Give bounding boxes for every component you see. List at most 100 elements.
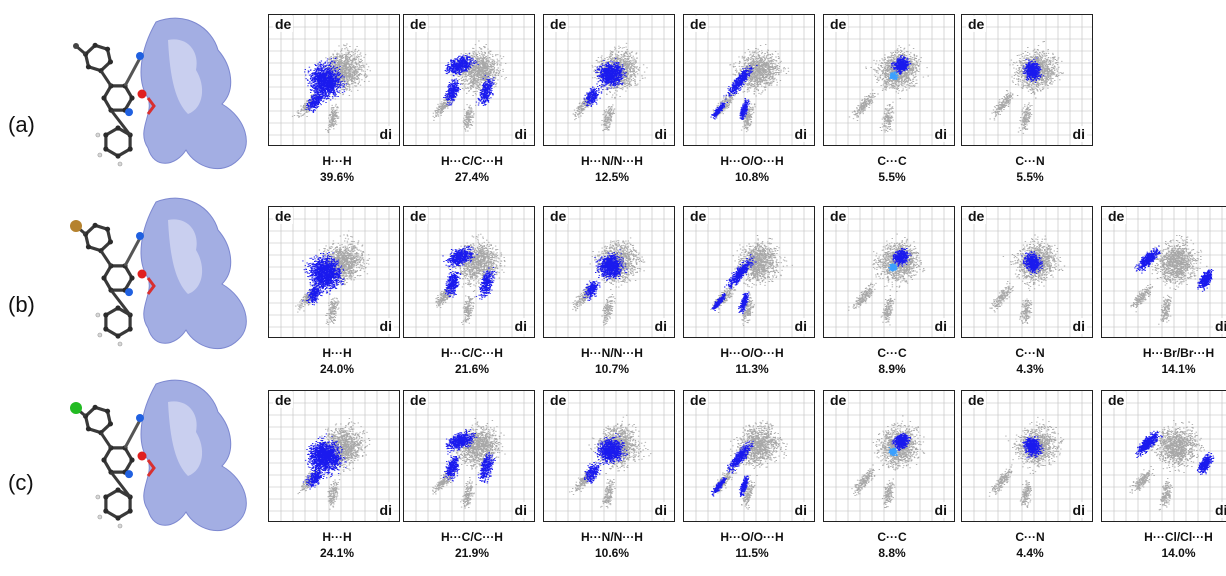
carbon-atom [127,146,133,152]
carbon-atom [129,275,135,281]
fingerprint-scatter [962,15,1092,145]
fingerprint-plot: de di C···N 4.3% [961,206,1099,392]
fingerprint-scatter [824,207,954,337]
bond [109,471,132,498]
fingerprint-plot: de di H···Br/Br···H 14.1% [1101,206,1226,392]
gray-background-points [881,478,896,508]
highlighted-contact-points [594,249,628,281]
di-axis-label: di [512,502,529,518]
fingerprint-scatter [544,391,674,521]
contact-percentage: 5.5% [878,170,906,184]
carbon-atom [104,408,111,414]
fingerprint-plot: de di C···N 4.4% [961,390,1099,576]
highlighted-contact-points [1196,451,1215,475]
de-axis-label: de [1106,392,1127,408]
aromatic-ring [102,84,134,112]
carbonyl-oxygen-atom [137,89,147,99]
di-axis-label: di [377,318,394,334]
bond [99,249,113,267]
molecule-panel [36,372,256,557]
fingerprint-plot: de diH···Cl/Cl···H 14.0% [1101,390,1226,576]
highlighted-contact-points [1134,245,1161,274]
contact-percentage: 8.8% [878,546,906,560]
contact-percentage: 10.6% [594,546,630,560]
de-axis-label: de [273,208,294,224]
contact-type-label: C···C [877,346,907,360]
contact-percentage: 27.4% [454,170,490,184]
fingerprint-scatter [544,207,674,337]
gray-background-points [1017,102,1033,134]
gray-background-points [601,294,616,326]
contact-type-label: H···O/O···H [720,154,784,168]
fingerprint-scatter [824,15,954,145]
di-axis-label: di [377,502,394,518]
gray-background-points [600,104,616,132]
fingerprint-frame: de di [823,390,955,522]
contact-percentage: 4.4% [1016,546,1044,560]
highlighted-contact-points [1197,269,1214,292]
de-axis-label: de [548,208,569,224]
di-axis-label: di [932,502,949,518]
fingerprint-plot: de di H···N/N···H 12.5% [543,14,681,200]
gray-background-points [879,101,895,133]
de-axis-label: de [688,208,709,224]
de-axis-label: de [966,208,987,224]
carbon-atom [85,64,92,70]
carbon-atom [101,95,107,101]
contact-percentage: 14.0% [1161,546,1196,560]
contact-percentage: 4.3% [1016,362,1044,376]
contact-percentage: 10.7% [594,362,630,376]
de-axis-label: de [273,16,294,32]
highlighted-contact-points [888,263,898,272]
gray-background-points [460,479,477,509]
fingerprint-plot: de di H···H 24.1% [268,390,406,576]
de-axis-label: de [273,392,294,408]
fingerprint-plot: de di H···N/N···H 10.6% [543,390,681,576]
carbon-atom [107,59,114,65]
contact-type-label: H···C/C···H [441,154,503,168]
chlorine-atom [70,402,82,414]
highlighted-contact-points [890,54,912,75]
fingerprint-scatter [269,391,399,521]
gray-background-points [1019,298,1033,325]
de-axis-label: de [966,392,987,408]
fingerprint-plot: de di H···H 24.0% [268,206,406,392]
highlighted-contact-points [442,246,478,270]
di-axis-label: di [377,126,394,142]
fingerprint-scatter [684,391,814,521]
contact-percentage: 11.5% [735,546,769,560]
nitrile-bond [123,237,142,267]
highlighted-contact-points [475,74,495,106]
carbon-atom [103,132,109,138]
fingerprint-figure: (a) de di H···H 39.6% de di H···C/C···H 27.4% de d… [8,14,1226,560]
fingerprint-frame: de di [403,390,535,522]
de-axis-label: de [688,392,709,408]
fingerprint-scatter [544,15,674,145]
gray-background-points [880,295,896,326]
fingerprint-frame: de di [823,206,955,338]
highlighted-contact-points [302,283,324,306]
di-axis-label: di [932,318,949,334]
contact-percentage: 39.6% [319,170,355,184]
carbon-atom [115,305,121,311]
highlighted-contact-points [305,90,324,114]
di-axis-label: di [1070,126,1087,142]
highlighted-contact-points [594,432,628,466]
de-axis-label: de [548,392,569,408]
fingerprint-scatter [962,391,1092,521]
di-axis-label: di [652,502,669,518]
highlighted-contact-points [304,433,347,483]
contact-type-label: H···C/C···H [441,530,503,544]
gray-background-points [988,464,1013,497]
contact-type-label: H···Cl/Cl···H [1144,530,1213,544]
fingerprint-plot: de di H···N/N···H 10.7% [543,206,681,392]
di-axis-label: di [512,318,529,334]
fingerprint-grid [962,207,1092,337]
de-axis-label: de [828,392,849,408]
de-axis-label: de [408,208,429,224]
carbon-atom [115,487,121,493]
highlighted-contact-points [1022,434,1045,459]
di-axis-label: di [1070,502,1087,518]
contact-percentage: 21.9% [454,546,490,560]
fingerprint-plot: de di H···O/O···H 11.3% [683,206,821,392]
